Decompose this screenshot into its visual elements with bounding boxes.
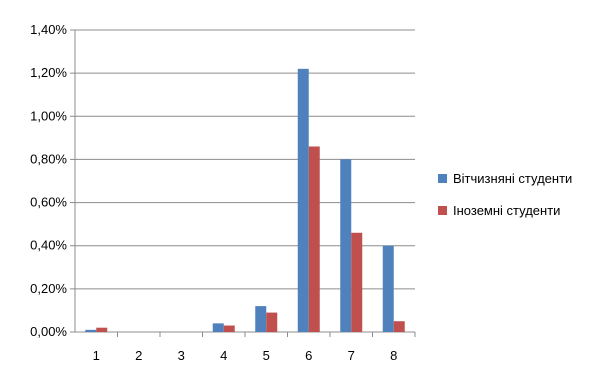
bar-foreign-8	[393, 321, 405, 332]
y-tick-label: 0,40%	[30, 238, 67, 253]
x-tick-label: 6	[305, 348, 312, 363]
x-tick-label: 5	[263, 348, 270, 363]
y-tick-label: 1,40%	[30, 22, 67, 37]
x-tick-label: 1	[93, 348, 100, 363]
bar-foreign-5	[266, 312, 278, 332]
bar-foreign-6	[308, 146, 320, 332]
legend-swatch	[438, 173, 447, 183]
x-tick-label: 4	[220, 348, 227, 363]
y-tick-label: 0,20%	[30, 281, 67, 296]
bar-foreign-7	[351, 232, 363, 332]
y-tick-label: 0,00%	[30, 324, 67, 339]
legend-label: Іноземні студенти	[453, 202, 561, 218]
bar-domestic-8	[382, 245, 394, 332]
y-tick-label: 1,00%	[30, 108, 67, 123]
bar-domestic-1	[85, 329, 97, 332]
bar-domestic-7	[340, 159, 352, 332]
x-tick-label: 3	[178, 348, 185, 363]
gridlines	[75, 29, 415, 290]
bar-foreign-4	[223, 325, 235, 332]
legend-swatch	[438, 205, 447, 215]
bars	[85, 68, 405, 332]
y-tick-labels: 0,00% 0,20% 0,40% 0,60% 0,80% 1,00% 1,20% 1,40%	[30, 22, 67, 339]
legend-item: Вітчизняні студенти	[438, 168, 572, 188]
y-tick-label: 1,20%	[30, 65, 67, 80]
legend-label: Вітчизняні студенти	[453, 170, 573, 186]
bar-foreign-1	[96, 327, 108, 332]
axes	[70, 29, 416, 337]
y-tick-label: 0,60%	[30, 195, 67, 210]
x-tick-label: 2	[135, 348, 142, 363]
x-tick-label: 7	[348, 348, 355, 363]
bar-domestic-5	[255, 306, 267, 332]
legend-item: Іноземні студенти	[438, 200, 572, 220]
x-tick-label: 8	[390, 348, 397, 363]
x-tick-labels: 1 2 3 4 5 6 7 8	[93, 348, 398, 363]
bar-domestic-6	[297, 68, 309, 332]
legend: Вітчизняні студенти Іноземні студенти	[438, 168, 572, 232]
bar-domestic-4	[212, 323, 224, 332]
y-tick-label: 0,80%	[30, 151, 67, 166]
